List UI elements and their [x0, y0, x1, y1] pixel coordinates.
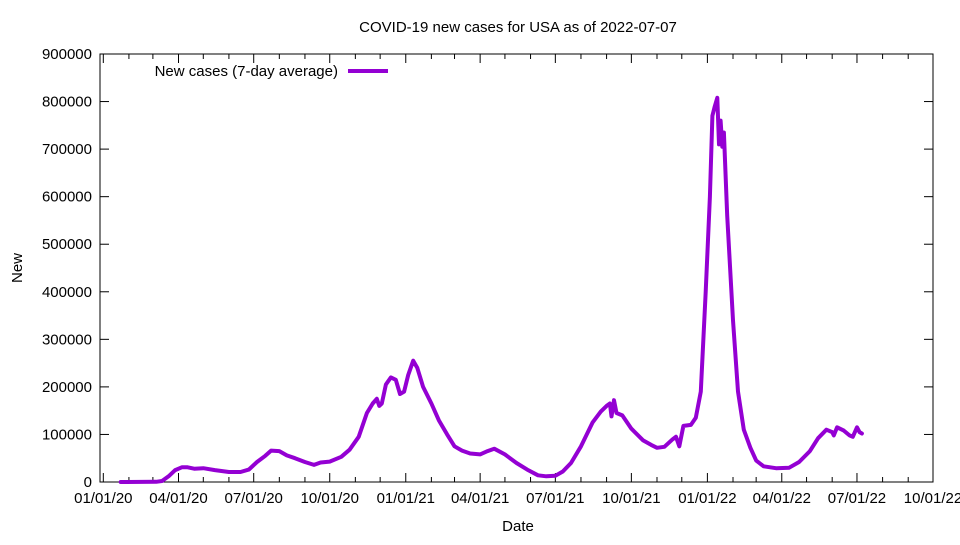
chart-title: COVID-19 new cases for USA as of 2022-07…: [359, 19, 677, 36]
x-tick-label: 07/01/20: [225, 490, 283, 507]
y-tick-label: 900000: [42, 46, 92, 63]
x-tick-label: 01/01/22: [678, 490, 736, 507]
x-axis-label: Date: [502, 518, 534, 535]
x-tick-labels: 01/01/20 04/01/20 07/01/20 10/01/20 01/01/21…: [74, 490, 960, 507]
y-tick-label: 300000: [42, 331, 92, 348]
x-tick-label: 10/01/20: [301, 490, 359, 507]
axis-ticks: [100, 53, 934, 483]
legend: New cases (7-day average): [155, 63, 388, 80]
legend-label: New cases (7-day average): [155, 63, 338, 80]
y-tick-label: 0: [84, 474, 92, 491]
x-tick-label: 04/01/21: [451, 490, 509, 507]
y-tick-label: 500000: [42, 236, 92, 253]
y-tick-label: 200000: [42, 379, 92, 396]
y-tick-labels: 0 100000 200000 300000 400000 500000 600000 700…: [42, 46, 92, 491]
y-tick-label: 800000: [42, 94, 92, 111]
plot-border: [99, 53, 934, 483]
x-tick-label: 01/01/21: [377, 490, 435, 507]
y-tick-label: 700000: [42, 141, 92, 158]
y-tick-label: 100000: [42, 426, 92, 443]
x-tick-label: 10/01/21: [602, 490, 660, 507]
x-tick-label: 04/01/20: [149, 490, 207, 507]
y-tick-label: 400000: [42, 284, 92, 301]
y-axis-label: New: [9, 253, 26, 283]
x-tick-label: 07/01/22: [828, 490, 886, 507]
x-tick-label: 04/01/22: [753, 490, 811, 507]
x-tick-label: 07/01/21: [526, 490, 584, 507]
series-line-new-cases: [118, 95, 864, 484]
x-tick-label: 01/01/20: [74, 490, 132, 507]
x-tick-label: 10/01/22: [904, 490, 960, 507]
y-tick-label: 600000: [42, 189, 92, 206]
